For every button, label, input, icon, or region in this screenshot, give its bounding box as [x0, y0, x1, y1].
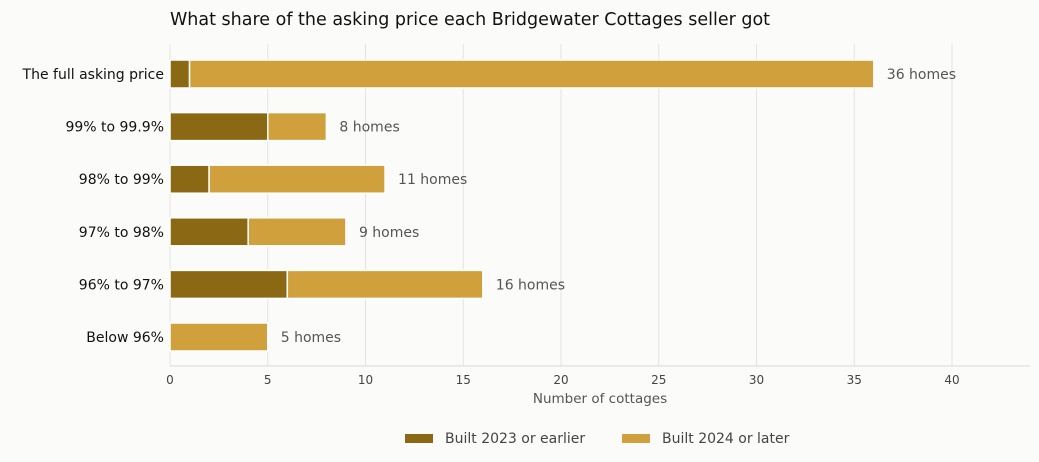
x-axis-ticks: 0 5 10 15 20 25 30 35 40: [166, 373, 959, 387]
x-axis-label: Number of cottages: [533, 391, 667, 407]
legend-label: Built 2023 or earlier: [445, 431, 585, 447]
category-label: 99% to 99.9%: [65, 120, 164, 136]
bar-segment: [169, 111, 269, 142]
bar-segment: [208, 164, 386, 194]
x-tick-label: 15: [456, 373, 471, 387]
x-tick-label: 40: [944, 373, 959, 387]
bar-total-label: 8 homes: [339, 120, 399, 136]
legend: Built 2023 or earlier Built 2024 or later: [405, 431, 790, 447]
bar-segment: [286, 269, 484, 300]
category-label: 97% to 98%: [79, 225, 164, 241]
bar-total-label: 16 homes: [496, 277, 565, 293]
bar-total-label: 5 homes: [281, 330, 341, 346]
category-label: The full asking price: [22, 67, 164, 83]
bar-segment: [247, 217, 347, 247]
x-tick-label: 20: [553, 373, 568, 387]
bars: 36 homes 8 homes 11 homes 9 homes 16 homes 5 …: [169, 59, 956, 352]
x-tick-label: 35: [847, 373, 862, 387]
legend-swatch: [622, 434, 650, 443]
category-label: 98% to 99%: [79, 172, 164, 188]
category-labels: The full asking price 99% to 99.9% 98% to …: [22, 67, 164, 346]
x-tick-label: 10: [358, 373, 373, 387]
legend-label: Built 2024 or later: [662, 431, 790, 447]
bar-segment: [169, 164, 210, 194]
category-label: Below 96%: [86, 330, 164, 346]
x-tick-label: 5: [264, 373, 272, 387]
bar-total-label: 11 homes: [398, 172, 467, 188]
legend-item: Built 2024 or later: [622, 431, 790, 447]
bar-total-label: 9 homes: [359, 225, 419, 241]
x-tick-label: 30: [749, 373, 764, 387]
category-label: 96% to 97%: [79, 277, 164, 293]
chart-title: What share of the asking price each Brid…: [170, 10, 770, 30]
bar-segment: [169, 269, 289, 300]
x-tick-label: 0: [166, 373, 174, 387]
legend-item: Built 2023 or earlier: [405, 431, 585, 447]
bar-segment: [169, 217, 249, 247]
legend-swatch: [405, 434, 433, 443]
x-tick-label: 25: [651, 373, 666, 387]
bar-total-label: 36 homes: [887, 67, 956, 83]
bar-segment: [188, 59, 875, 89]
bar-segment: [267, 111, 328, 142]
grid-lines: [169, 44, 953, 366]
bar-segment: [169, 59, 191, 89]
bar-segment: [169, 322, 269, 352]
